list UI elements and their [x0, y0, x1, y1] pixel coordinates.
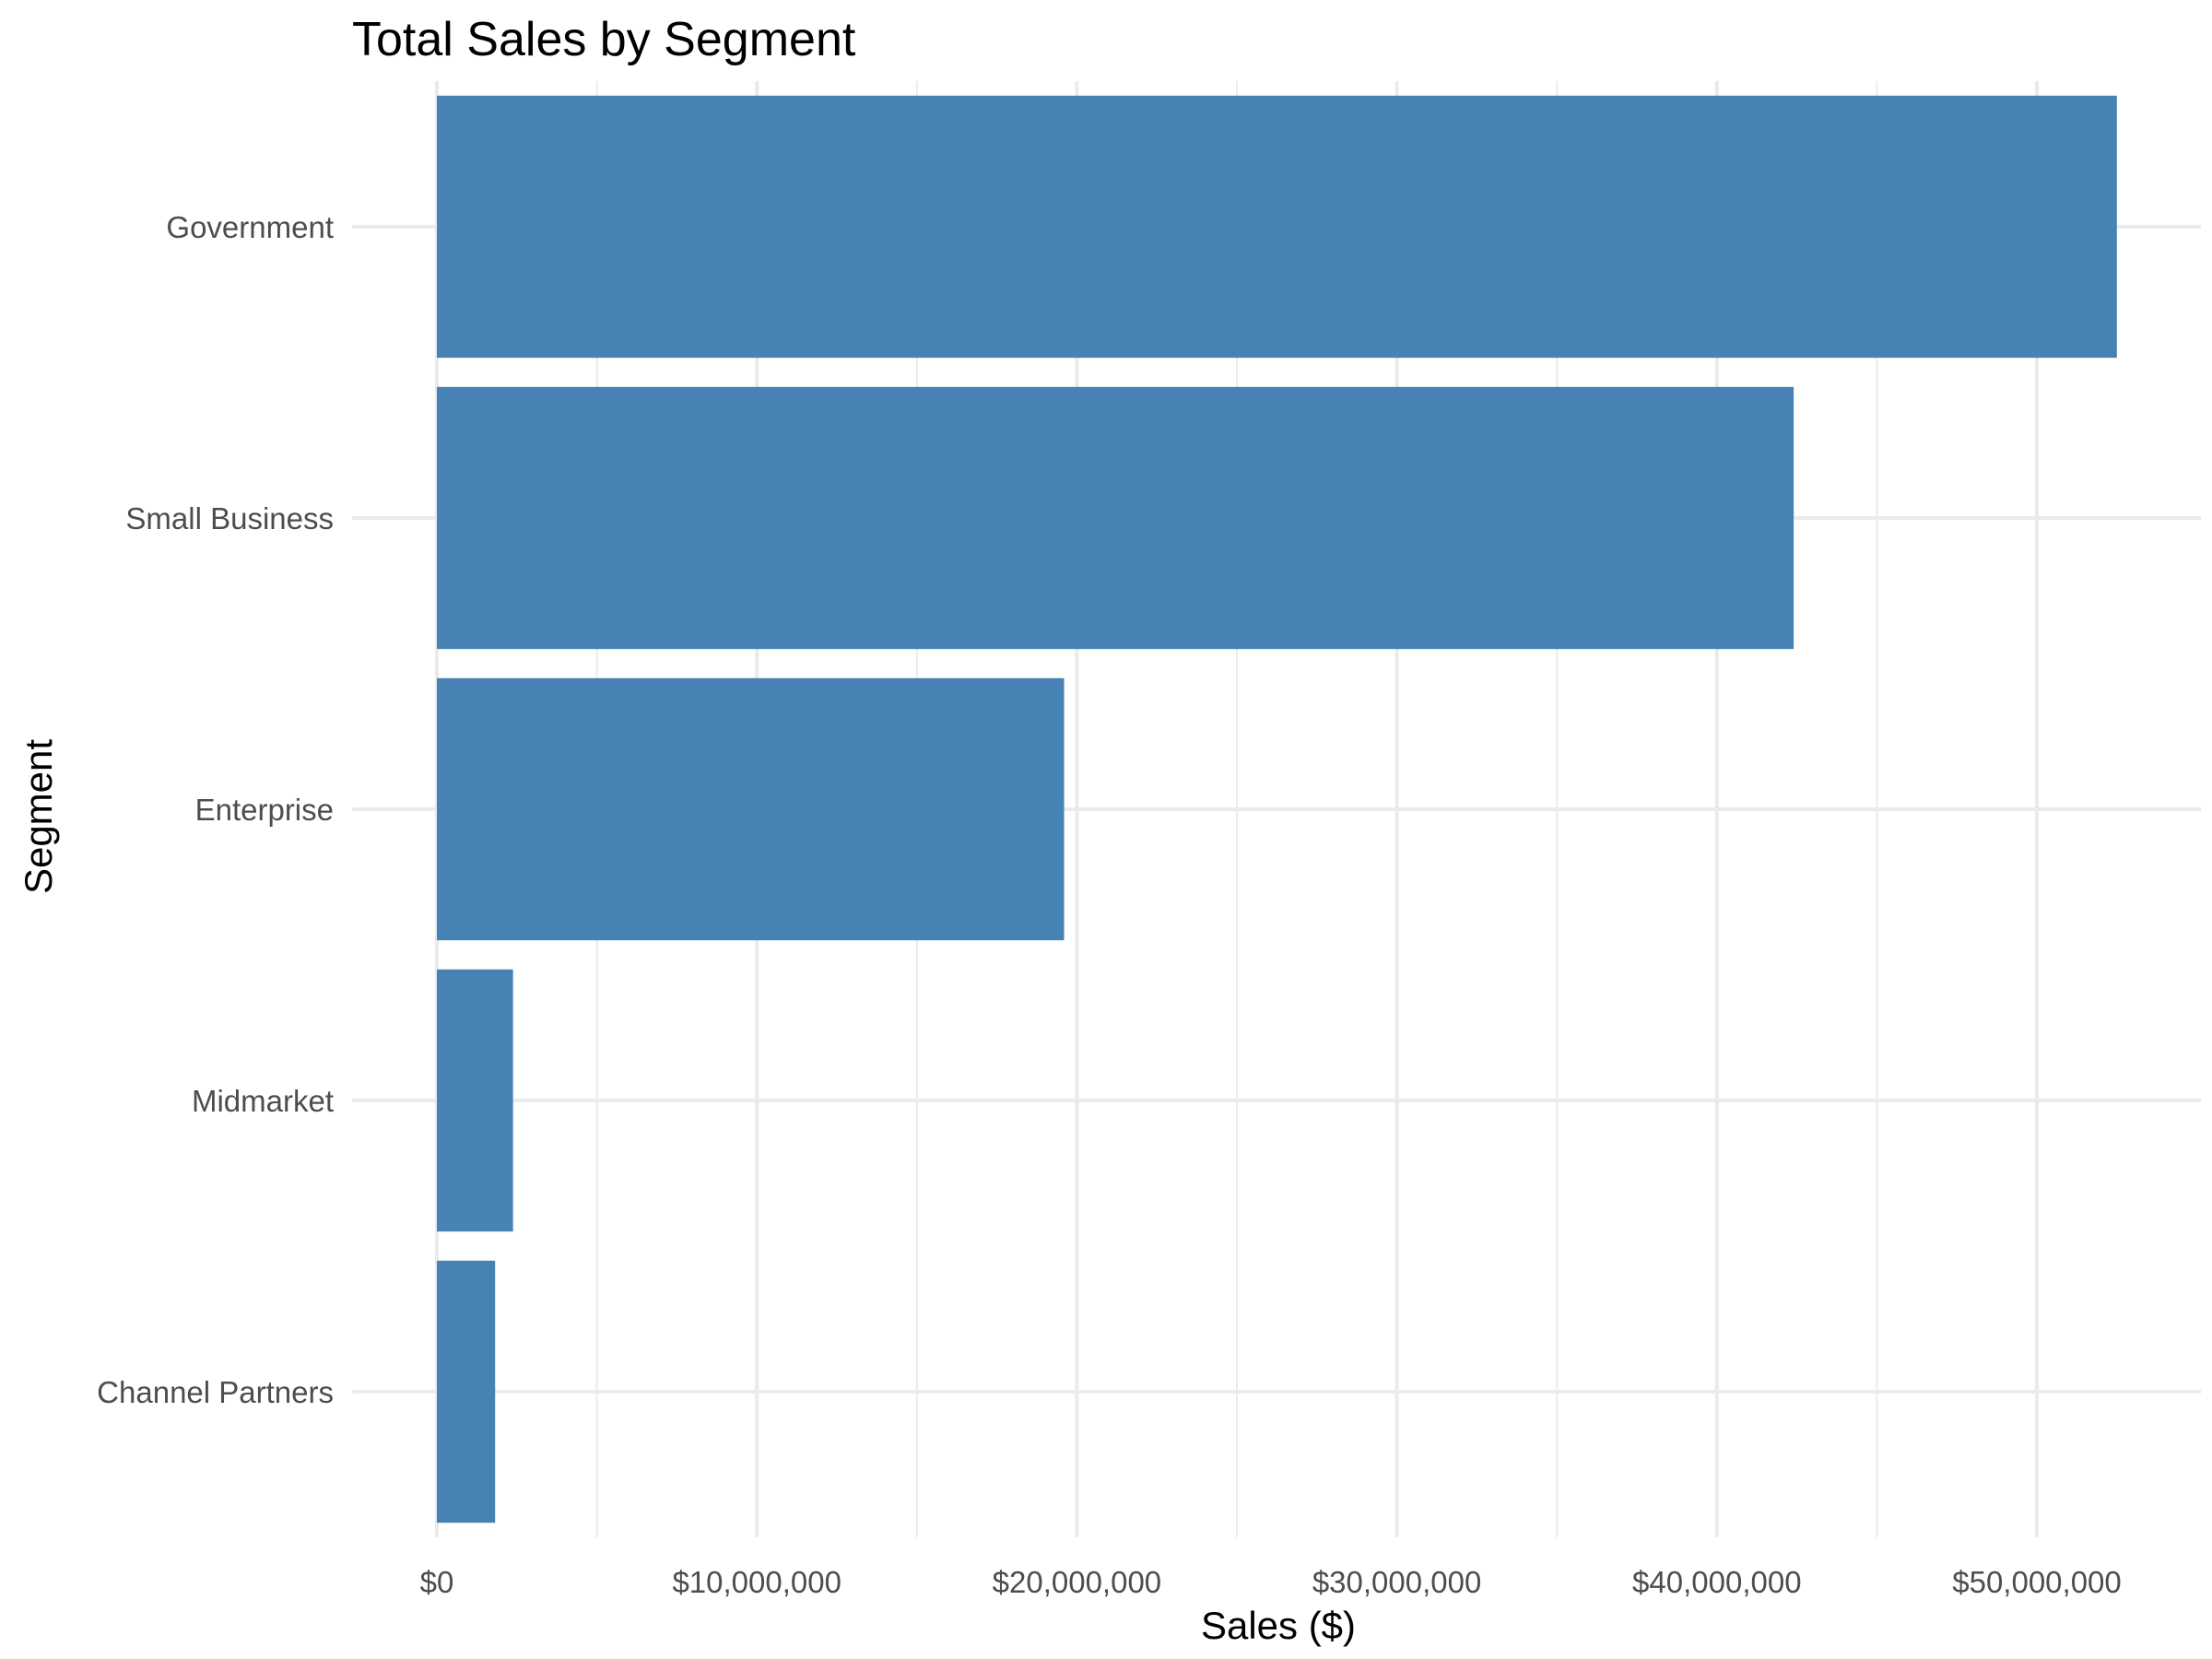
bar-midmarket: [437, 969, 513, 1232]
bars-layer: [437, 95, 2117, 1524]
y-axis-title: Segment: [17, 739, 60, 894]
x-tick-label: $0: [420, 1565, 454, 1599]
x-tick-label: $20,000,000: [993, 1565, 1162, 1599]
y-tick-label: Enterprise: [195, 793, 334, 827]
x-tick-label: $10,000,000: [672, 1565, 841, 1599]
y-tick-label: Government: [166, 210, 334, 244]
x-axis-title: Sales ($): [1201, 1604, 1356, 1647]
bar-government: [437, 95, 2117, 359]
x-tick-label: $30,000,000: [1312, 1565, 1482, 1599]
bar-enterprise: [437, 677, 1065, 941]
y-tick-label: Small Business: [125, 501, 334, 535]
y-tick-label: Midmarket: [192, 1084, 334, 1118]
bar-channel-partners: [437, 1260, 496, 1524]
x-tick-label: $40,000,000: [1632, 1565, 1802, 1599]
tick-labels-layer: $0 $10,000,000 $20,000,000 $30,000,000 $40,0…: [97, 210, 2122, 1599]
chart-title: Total Sales by Segment: [352, 13, 856, 66]
x-tick-label: $50,000,000: [1952, 1565, 2122, 1599]
y-tick-label: Channel Partners: [97, 1375, 334, 1409]
bar-small-business: [437, 386, 1794, 650]
